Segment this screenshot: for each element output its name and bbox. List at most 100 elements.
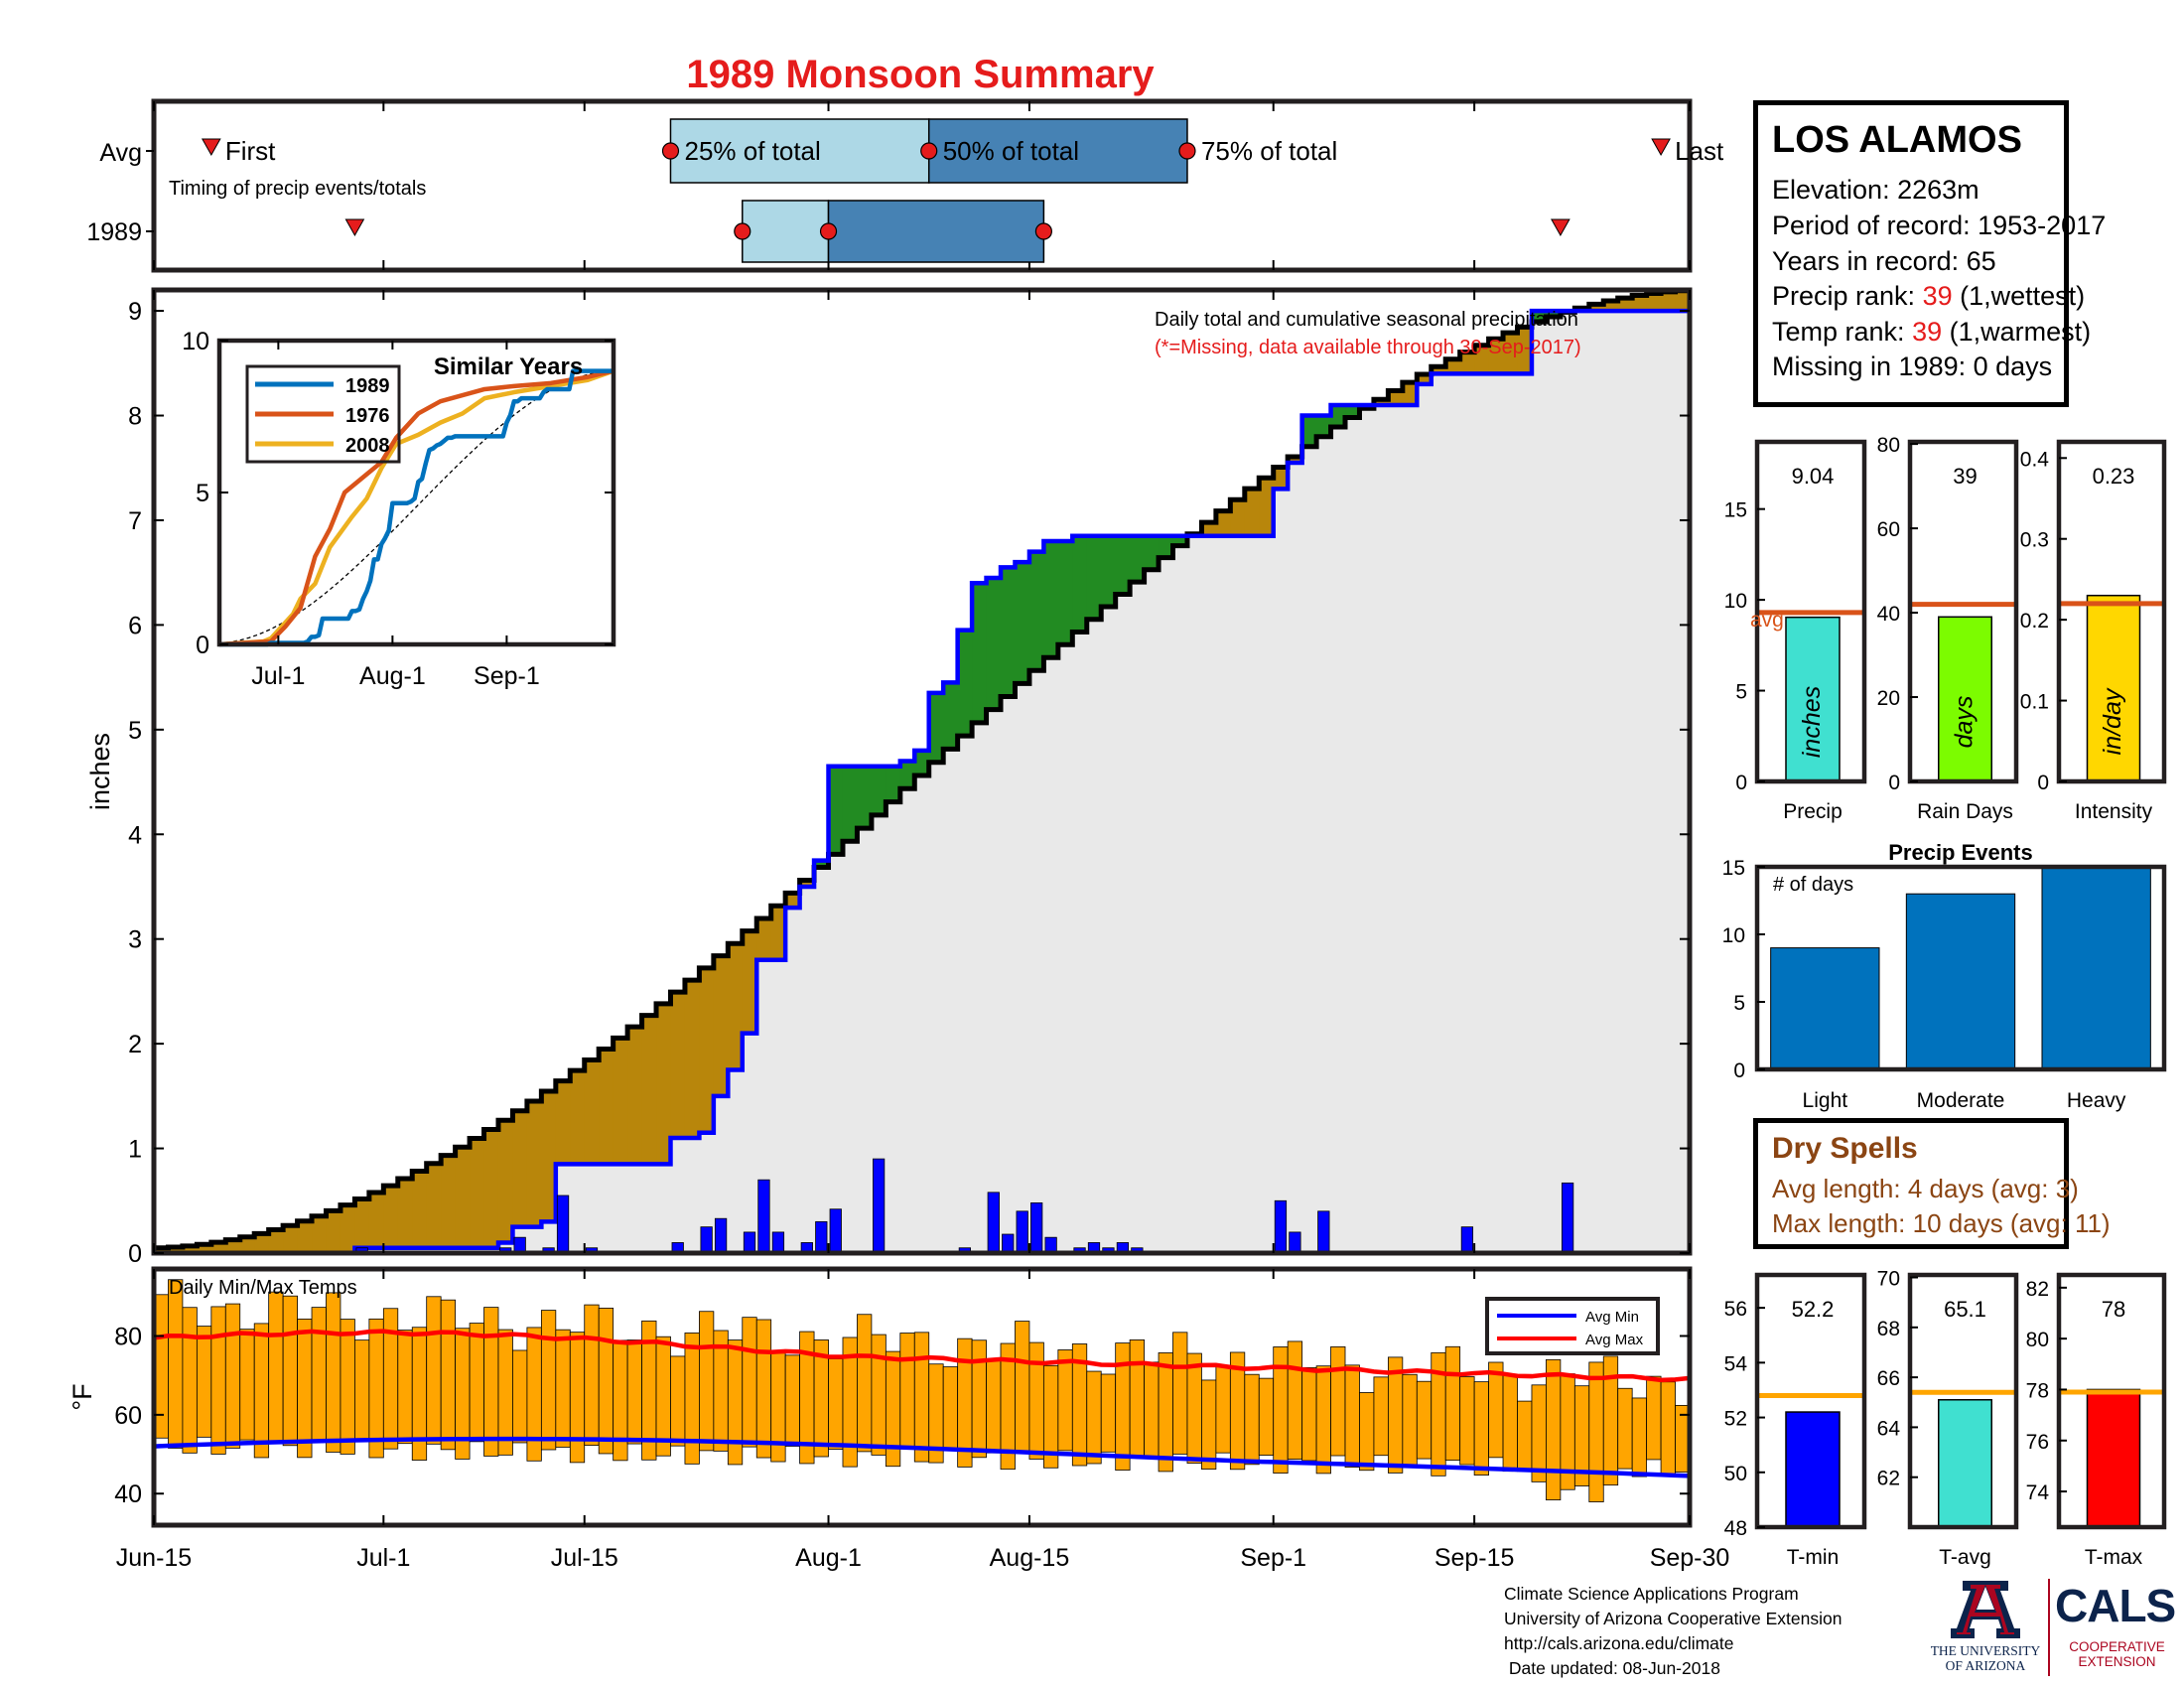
daily-temp-bar — [224, 1303, 241, 1449]
daily-temp-bar — [168, 1279, 184, 1449]
precip-event-bar-light — [1770, 947, 1880, 1070]
deficit-area — [197, 1244, 212, 1253]
timing-avg-last-marker — [1651, 138, 1671, 157]
daily-temp-bar — [1287, 1340, 1303, 1460]
deficit-area — [1288, 457, 1303, 463]
deficit-area — [1259, 478, 1275, 536]
deficit-area — [383, 1186, 399, 1248]
inset-legend-label-1989: 1989 — [345, 375, 390, 397]
temperature-chart — [153, 1279, 1691, 1502]
precip-events-y-tick-label: 10 — [1722, 924, 1745, 947]
precip-event-category-heavy: Heavy — [2067, 1089, 2126, 1112]
precip-stat-y-tick-label: 10 — [1724, 590, 1747, 613]
deficit-area — [728, 943, 744, 1070]
ua-text-line-2: OF ARIZONA — [1945, 1658, 2026, 1673]
daily-temp-bar — [196, 1326, 212, 1438]
daily-temp-bar — [899, 1333, 915, 1450]
deficit-area — [526, 1100, 542, 1227]
deficit-area — [584, 1059, 600, 1165]
surplus-area — [1130, 535, 1146, 583]
raindays-stat-y-tick-label: 0 — [1888, 772, 1900, 794]
tmax-stat-frame — [2056, 1272, 2167, 1530]
timing-panel-frame — [151, 98, 1693, 273]
daily-precip-bar — [1002, 1233, 1015, 1254]
main-y-tick-label: 5 — [128, 717, 142, 745]
daily-precip-bar — [815, 1220, 828, 1254]
inset-series-1976 — [218, 368, 614, 647]
timing-1989-first-marker — [344, 218, 365, 237]
surplus-area — [1345, 404, 1361, 418]
deficit-area — [1517, 327, 1533, 374]
main-y-tick-label: 8 — [128, 403, 142, 431]
precip-rank-label: Precip rank: — [1772, 281, 1923, 311]
surplus-area — [914, 750, 930, 776]
daily-temp-bar — [368, 1318, 384, 1459]
daily-temp-bar — [326, 1292, 341, 1453]
main-y-tick-label: 9 — [128, 298, 142, 326]
deficit-area — [1273, 467, 1289, 490]
intensity-stat-y-tick-label: 0.1 — [2020, 691, 2049, 714]
timing-row-label-avg: Avg — [99, 139, 142, 167]
raindays-stat-y-tick-label: 20 — [1877, 687, 1900, 710]
raindays-stat-y-tick-label: 60 — [1877, 518, 1900, 541]
station-name: LOS ALAMOS — [1772, 119, 2022, 161]
daily-temp-bar — [1186, 1352, 1202, 1464]
daily-temp-bar — [1631, 1397, 1648, 1477]
tavg-stat-value-bar — [1938, 1398, 1992, 1528]
daily-temp-bar — [1473, 1381, 1489, 1476]
credit-line-program: Climate Science Applications Program — [1504, 1584, 1799, 1604]
timing-label-first: First — [225, 136, 276, 166]
daily-precip-bar — [1274, 1199, 1288, 1254]
deficit-area — [1230, 499, 1246, 536]
daily-precip-bar — [1016, 1210, 1028, 1254]
timing-1989-last-marker — [1551, 218, 1570, 237]
surplus-area — [1144, 535, 1160, 570]
ua-text-line-1: THE UNIVERSITY — [1930, 1643, 2041, 1658]
cals-logo: CALS COOPERATIVE EXTENSION — [2055, 1579, 2179, 1678]
daily-temp-bar — [1459, 1376, 1475, 1466]
precip-events-y-tick-label: 5 — [1733, 992, 1745, 1015]
surplus-area — [957, 630, 973, 737]
intensity-stat-value-bar — [2086, 594, 2141, 782]
deficit-area — [713, 955, 729, 1096]
daily-precip-bar — [872, 1158, 886, 1254]
deficit-area — [641, 1015, 657, 1165]
daily-temp-bar — [1172, 1332, 1188, 1455]
intensity-stat-y-tick-label: 0.3 — [2020, 529, 2049, 552]
deficit-area — [1244, 489, 1260, 536]
tmax-stat-y-tick-label: 78 — [2026, 1379, 2049, 1402]
surplus-area — [928, 692, 944, 763]
legend-avg-max-label: Avg Max — [1585, 1332, 1644, 1348]
temp-y-tick-label: 40 — [114, 1480, 142, 1508]
below-both-area — [154, 311, 1690, 1254]
main-missing-note: (*=Missing, data available through 30-Se… — [1155, 337, 1581, 358]
deficit-area — [756, 918, 772, 960]
credits: Climate Science Applications Program Uni… — [1504, 1582, 1842, 1681]
station-years: Years in record: 65 — [1772, 246, 1996, 276]
daily-precip-bar — [771, 1231, 785, 1254]
precip-stat-unit-label: inches — [1798, 686, 1826, 758]
credit-line-university: University of Arizona Cooperative Extens… — [1504, 1609, 1843, 1628]
dry-spells-title: Dry Spells — [1772, 1132, 1918, 1165]
daily-temp-bar — [1215, 1364, 1231, 1454]
timing-1989-box-50-75 — [827, 200, 1045, 263]
timing-1989-box-25-50 — [742, 200, 830, 263]
temps-caption: Daily Min/Max Temps — [169, 1277, 357, 1299]
timing-avg-first-marker — [201, 138, 221, 157]
surplus-area — [814, 860, 830, 868]
daily-temp-bar — [913, 1332, 930, 1463]
deficit-area — [1661, 291, 1677, 312]
daily-temp-bar — [670, 1355, 686, 1447]
daily-temp-bar — [742, 1317, 757, 1448]
deficit-area — [1474, 345, 1490, 374]
surplus-area — [1015, 562, 1030, 684]
daily-temp-bar — [1617, 1387, 1633, 1470]
temp-rank-label: Temp rank: — [1772, 317, 1913, 347]
tavg-stat-y-tick-label: 62 — [1877, 1468, 1900, 1490]
timing-label-last: Last — [1675, 136, 1724, 166]
timing-row-label-1989: 1989 — [86, 218, 142, 246]
deficit-area — [1503, 333, 1519, 374]
daily-precip-bar — [1561, 1182, 1574, 1254]
precip-events-title: Precip Events — [1888, 840, 2033, 865]
